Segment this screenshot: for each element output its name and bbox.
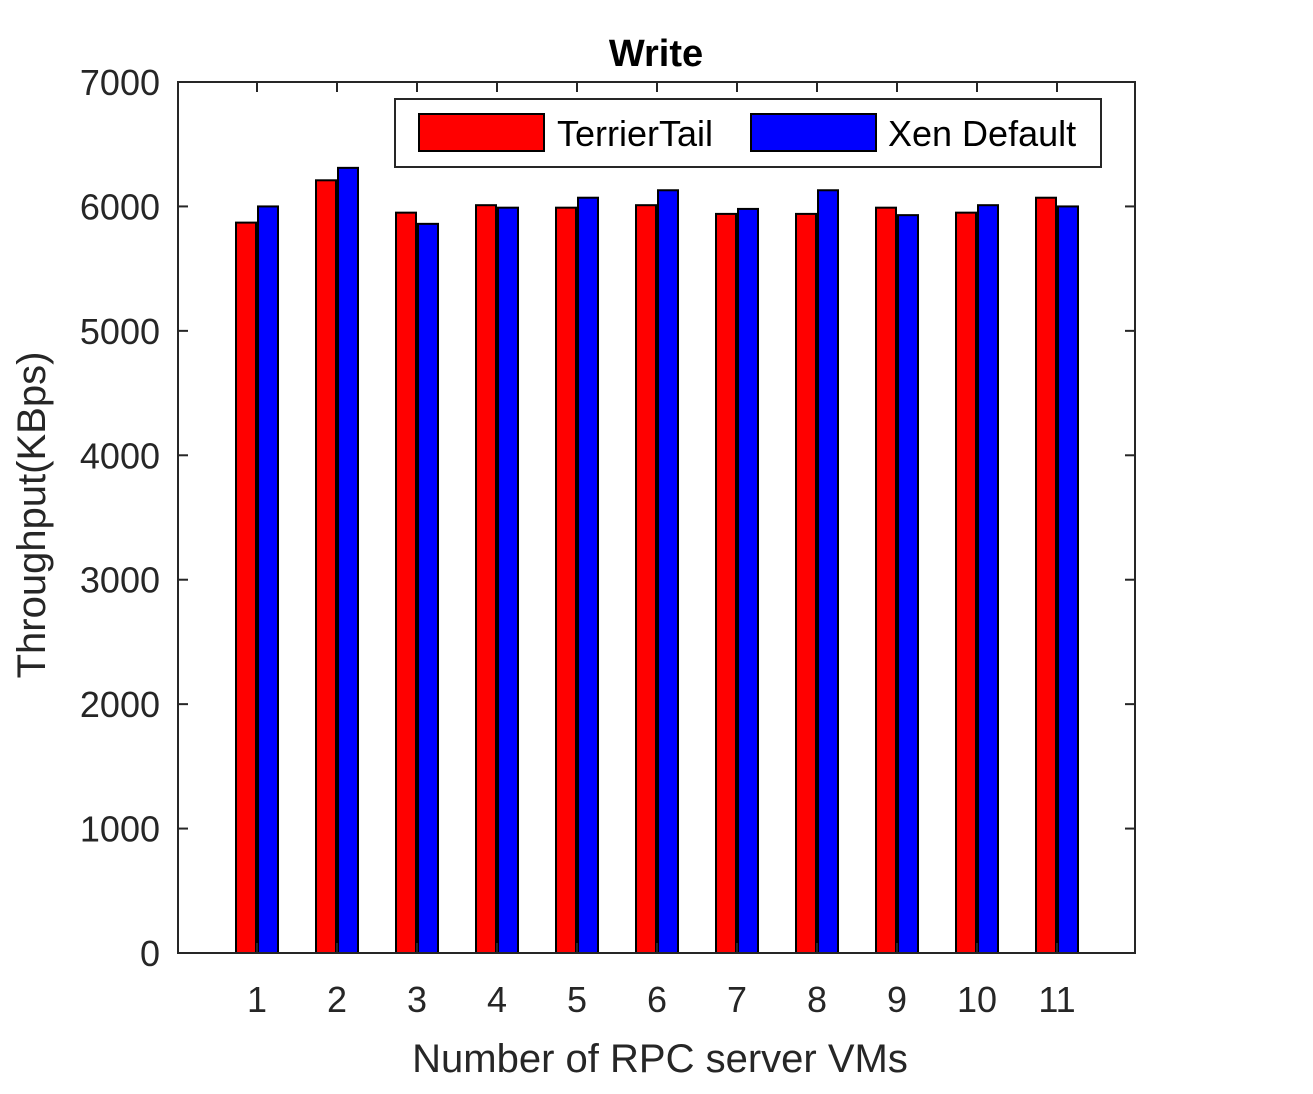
bar-xen-default-3 [417, 222, 439, 954]
bars-group [235, 166, 1079, 955]
bar-terriertail-2 [315, 179, 337, 954]
bar-xen-default-6 [657, 189, 679, 954]
bar-xen-default-1 [257, 205, 279, 954]
bar-xen-default-9 [897, 214, 919, 955]
y-tick-label: 2000 [80, 684, 160, 725]
bar-terriertail-11 [1035, 196, 1057, 954]
x-tick-label: 1 [247, 979, 267, 1020]
legend: TerrierTail Xen Default [394, 98, 1102, 168]
legend-swatch-xen-default [750, 113, 877, 152]
y-tick-label: 1000 [80, 809, 160, 850]
bar-xen-default-4 [497, 206, 519, 954]
x-axis-label: Number of RPC server VMs [412, 1037, 908, 1081]
bar-terriertail-10 [955, 211, 977, 954]
bar-xen-default-10 [977, 204, 999, 955]
legend-swatch-terriertail [418, 113, 545, 152]
bar-terriertail-3 [395, 211, 417, 954]
bar-terriertail-7 [715, 212, 737, 954]
x-axis-ticks: 1 2 3 4 5 6 7 8 9 10 11 [247, 82, 1076, 1020]
y-axis-ticks: 0 1000 2000 3000 4000 5000 6000 7000 [80, 62, 1135, 974]
bar-terriertail-1 [235, 221, 257, 954]
legend-label-xen-default: Xen Default [888, 113, 1076, 154]
bar-terriertail-5 [555, 206, 577, 954]
x-tick-label: 6 [647, 979, 667, 1020]
bar-terriertail-9 [875, 206, 897, 954]
y-tick-label: 7000 [80, 62, 160, 103]
plot-frame [177, 81, 1136, 954]
chart-title: Write [609, 33, 703, 75]
legend-label-terriertail: TerrierTail [557, 113, 713, 154]
x-tick-label: 11 [1038, 979, 1075, 1020]
y-tick-label: 4000 [80, 435, 160, 476]
x-tick-label: 9 [887, 979, 907, 1020]
bar-terriertail-8 [795, 212, 817, 954]
y-tick-label: 0 [140, 933, 160, 974]
y-axis-label: Throughput(KBps) [10, 352, 54, 679]
bar-xen-default-11 [1057, 205, 1079, 954]
x-tick-label: 5 [567, 979, 587, 1020]
x-tick-label: 7 [727, 979, 747, 1020]
y-tick-label: 3000 [80, 560, 160, 601]
x-tick-label: 3 [407, 979, 427, 1020]
bar-xen-default-2 [337, 166, 359, 954]
y-tick-label: 6000 [80, 186, 160, 227]
y-tick-label: 5000 [80, 311, 160, 352]
x-tick-label: 4 [487, 979, 507, 1020]
bar-xen-default-5 [577, 196, 599, 954]
bar-terriertail-6 [635, 204, 657, 955]
x-tick-label: 2 [327, 979, 347, 1020]
x-tick-label: 8 [807, 979, 827, 1020]
bar-xen-default-7 [737, 207, 759, 955]
bar-terriertail-4 [475, 204, 497, 955]
x-tick-label: 10 [957, 979, 997, 1020]
bar-xen-default-8 [817, 189, 839, 954]
